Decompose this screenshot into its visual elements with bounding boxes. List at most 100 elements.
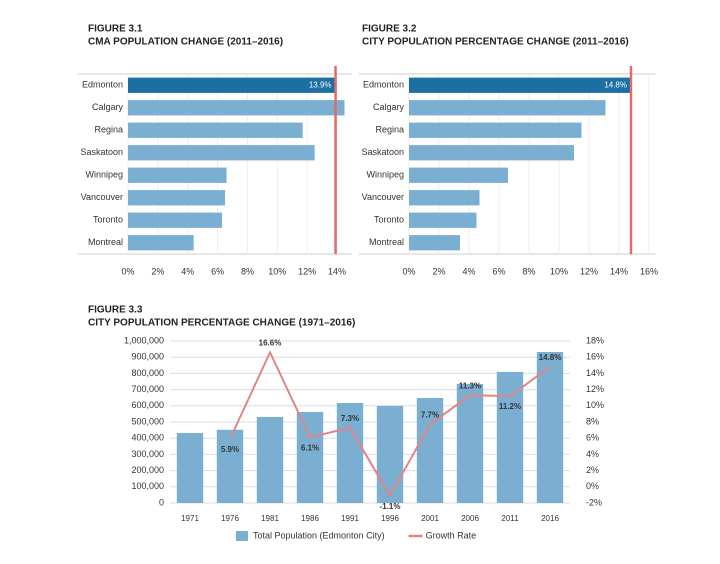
x-tick-label: 16% (640, 266, 658, 276)
x-tick-label: 1996 (381, 514, 399, 523)
y-tick-label: Winnipeg (366, 170, 404, 180)
bar (376, 405, 404, 503)
bar (128, 122, 303, 138)
y2-tick-label: 18% (586, 335, 604, 345)
y-tick-label: Edmonton (363, 80, 404, 90)
bar (128, 190, 226, 206)
data-label: -1.1% (380, 502, 401, 511)
x-tick-label: 1981 (261, 514, 279, 523)
y-tick-label: 600,000 (131, 400, 164, 410)
y-tick-label: Regina (94, 125, 123, 135)
x-tick-label: 2016 (541, 514, 559, 523)
y2-tick-label: 0% (586, 481, 599, 491)
x-tick-label: 14% (610, 266, 628, 276)
y2-tick-label: 2% (586, 465, 599, 475)
x-tick-label: 2011 (501, 514, 519, 523)
y-tick-label: 100,000 (131, 481, 164, 491)
y2-tick-label: -2% (586, 497, 602, 507)
y-tick-label: Toronto (374, 215, 404, 225)
x-tick-label: 4% (462, 266, 475, 276)
chart-title: CITY POPULATION PERCENTAGE CHANGE (1971–… (88, 318, 355, 329)
bar (128, 167, 227, 183)
data-label: 16.6% (259, 338, 282, 347)
y-tick-label: Calgary (92, 102, 124, 112)
bar (409, 190, 480, 206)
x-tick-label: 2% (432, 266, 445, 276)
y-tick-label: 700,000 (131, 384, 164, 394)
data-label: 14.8% (604, 80, 627, 89)
figure-label: FIGURE 3.2 (362, 24, 417, 35)
bar (336, 403, 364, 503)
y-tick-label: Calgary (373, 102, 405, 112)
y-tick-label: Toronto (93, 215, 123, 225)
x-tick-label: 1971 (181, 514, 199, 523)
chart-title: CMA POPULATION CHANGE (2011–2016) (88, 37, 283, 48)
bar (128, 100, 345, 116)
y2-tick-label: 14% (586, 368, 604, 378)
bar (496, 371, 524, 503)
x-tick-label: 0% (402, 266, 415, 276)
bar (128, 145, 315, 161)
x-tick-label: 2% (151, 266, 164, 276)
y-tick-label: 1,000,000 (124, 335, 164, 345)
y-tick-label: Vancouver (362, 192, 404, 202)
y2-tick-label: 10% (586, 400, 604, 410)
figure-label: FIGURE 3.3 (88, 305, 143, 316)
x-tick-label: 8% (522, 266, 535, 276)
bar (409, 100, 606, 116)
y2-tick-label: 6% (586, 433, 599, 443)
bar (456, 383, 484, 503)
bar (409, 235, 460, 251)
bar (409, 77, 631, 93)
y-tick-label: Saskatoon (361, 147, 404, 157)
bar (176, 433, 204, 503)
bar (409, 212, 477, 228)
legend-label: Growth Rate (426, 530, 477, 540)
y-tick-label: 500,000 (131, 416, 164, 426)
x-tick-label: 6% (211, 266, 224, 276)
legend-swatch (236, 531, 248, 541)
x-tick-label: 1976 (221, 514, 239, 523)
x-tick-label: 6% (492, 266, 505, 276)
data-label: 7.7% (421, 411, 439, 420)
bar (128, 212, 223, 228)
bar (128, 235, 194, 251)
y-tick-label: 0 (159, 497, 164, 507)
x-tick-label: 1986 (301, 514, 319, 523)
bar (536, 352, 564, 503)
bar (216, 429, 244, 503)
data-label: 14.8% (539, 353, 562, 362)
y-tick-label: Edmonton (82, 80, 123, 90)
y-tick-label: 800,000 (131, 368, 164, 378)
line (229, 349, 551, 498)
y-tick-label: Montreal (88, 237, 123, 247)
y-tick-label: 300,000 (131, 449, 164, 459)
bar (296, 411, 324, 503)
y-tick-label: Montreal (369, 237, 404, 247)
y-tick-label: Winnipeg (85, 170, 123, 180)
data-label: 5.9% (221, 445, 239, 454)
bar (128, 77, 336, 93)
x-tick-label: 4% (181, 266, 194, 276)
bar (416, 398, 444, 503)
y-tick-label: 200,000 (131, 465, 164, 475)
x-tick-label: 2001 (421, 514, 439, 523)
x-tick-label: 2006 (461, 514, 479, 523)
data-label: 11.2% (499, 402, 521, 411)
legend-label: Total Population (Edmonton City) (253, 530, 385, 540)
chart-title: CITY POPULATION PERCENTAGE CHANGE (2011–… (362, 37, 629, 48)
bar (409, 167, 508, 183)
x-tick-label: 12% (580, 266, 598, 276)
y2-tick-label: 4% (586, 449, 599, 459)
y-tick-label: Saskatoon (80, 147, 123, 157)
bar (409, 145, 574, 161)
x-tick-label: 14% (328, 266, 346, 276)
x-tick-label: 10% (550, 266, 568, 276)
data-label: 6.1% (301, 443, 319, 452)
y-tick-label: 900,000 (131, 352, 164, 362)
y2-tick-label: 12% (586, 384, 604, 394)
y2-tick-label: 8% (586, 416, 599, 426)
y-tick-label: 400,000 (131, 433, 164, 443)
bar (409, 122, 582, 138)
